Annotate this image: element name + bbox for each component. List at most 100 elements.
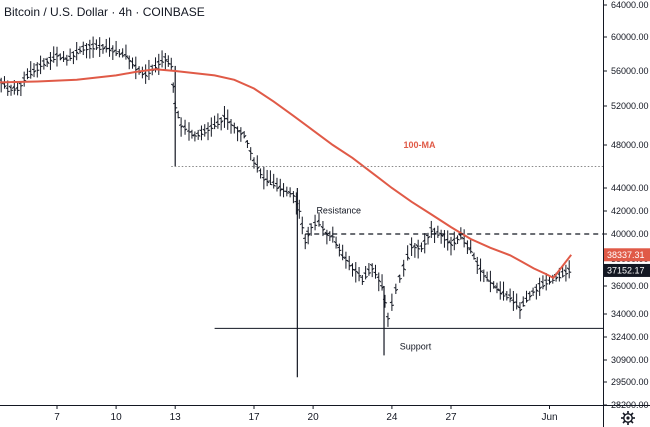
price-bar-close <box>129 60 132 62</box>
price-bar-open <box>397 274 401 278</box>
price-bar-open <box>178 124 182 126</box>
settings-gear-icon[interactable] <box>621 411 635 425</box>
price-bar-open <box>271 181 274 184</box>
price-bar-open <box>11 85 15 89</box>
price-bar-open <box>133 64 137 67</box>
price-bar-close <box>470 250 474 253</box>
price-bar-close <box>371 267 375 270</box>
price-bar-close <box>86 48 89 51</box>
price-bar-close <box>421 247 424 250</box>
price-bar-open <box>291 192 294 195</box>
price-bar-open <box>468 247 472 251</box>
price-bar-open <box>389 301 393 304</box>
price-bar-close <box>403 268 407 271</box>
price-bar-close <box>214 125 217 128</box>
price-area[interactable] <box>0 36 572 378</box>
price-bar-close <box>305 241 308 244</box>
price-bar-open <box>461 237 465 240</box>
price-bar-open <box>316 219 320 223</box>
ma-100-line[interactable] <box>0 68 572 280</box>
price-bar-close <box>519 308 523 312</box>
price-tick-label: 29500.00 <box>611 377 649 387</box>
price-bar-close <box>467 246 470 249</box>
price-bar-close <box>14 89 17 91</box>
price-bar-close <box>569 271 572 273</box>
price-axis[interactable]: 64000.00 60000.00 56000.00 52000.00 48000.00… <box>603 0 649 427</box>
price-bar-open <box>491 282 495 285</box>
price-bar-close <box>526 299 529 302</box>
price-bar-close <box>142 73 145 76</box>
price-bar-open <box>87 43 91 47</box>
price-bar-close <box>447 240 451 244</box>
time-tick-label: 10 <box>111 412 123 423</box>
price-bar-open <box>455 237 458 239</box>
price-bar-open <box>478 267 481 270</box>
price-bar-close <box>112 51 115 53</box>
price-bar-open <box>90 43 94 46</box>
price-bar-open <box>366 268 370 271</box>
price-bar-close <box>155 66 158 70</box>
price-bar-close <box>562 275 565 277</box>
price-bar-close <box>89 47 92 50</box>
price-bar-open <box>205 127 209 130</box>
price-tick-label: 64000.00 <box>611 0 649 10</box>
price-bar-close <box>115 52 119 55</box>
price-bar-open <box>238 129 242 132</box>
price-bar-close <box>565 272 569 275</box>
time-tick-label: 17 <box>248 412 260 423</box>
price-bar-close <box>509 297 513 300</box>
price-bar-open <box>337 246 340 249</box>
price-bar-close <box>368 272 372 274</box>
price-bar-close <box>326 234 330 237</box>
price-bar-open <box>225 117 229 120</box>
price-badges: 38337.31 37152.17 <box>604 248 650 277</box>
price-bar-open <box>373 271 376 274</box>
price-bar-open <box>110 47 114 50</box>
price-bar-open <box>255 163 258 166</box>
price-bar-close <box>483 274 487 277</box>
price-bar-close <box>50 59 53 62</box>
price-tick-label: 36000.00 <box>611 281 649 291</box>
price-bar-close <box>125 55 129 58</box>
ma-value-badge: 38337.31 <box>607 250 645 260</box>
price-bar-open <box>195 132 199 135</box>
price-bar-open <box>209 124 212 128</box>
price-bar-open <box>258 169 261 172</box>
ma-value-badge-bg <box>604 248 650 262</box>
price-bar-open <box>156 60 160 63</box>
price-bar-close <box>286 192 289 194</box>
price-bar-open <box>25 73 28 76</box>
time-axis[interactable]: 7 10 13 17 20 24 27 Jun <box>0 405 650 423</box>
price-bar-close <box>496 288 500 292</box>
chart-title: Bitcoin / U.S. Dollar · 4h · COINBASE <box>4 5 205 19</box>
price-bar-open <box>527 292 531 295</box>
price-bar-open <box>287 190 291 194</box>
price-bar-close <box>532 291 536 294</box>
price-bar-close <box>76 51 80 55</box>
time-tick-label: Jun <box>541 412 557 423</box>
price-bar-close <box>4 85 7 88</box>
price-bar-close <box>542 284 546 288</box>
price-tick-label: 42000.00 <box>611 206 649 216</box>
price-bar-open <box>38 63 41 66</box>
price-bar-close <box>549 280 552 284</box>
price-bar-open <box>100 44 104 47</box>
price-bar-close <box>220 120 224 123</box>
price-bar-open <box>451 238 455 242</box>
chart-annotation: 100-MA <box>403 140 436 150</box>
price-bar-close <box>106 47 109 50</box>
price-bar-close <box>342 256 345 259</box>
price-bar-open <box>540 280 544 284</box>
price-bar-close <box>43 63 47 67</box>
price-bar-open <box>94 43 97 46</box>
price-bar-open <box>560 270 563 273</box>
price-bar-close <box>250 152 253 155</box>
price-bar-close <box>184 128 188 131</box>
price-bar-close <box>355 270 358 273</box>
price-bar-open <box>299 222 303 226</box>
price-bar-close <box>411 246 414 249</box>
price-bar-open <box>71 51 74 54</box>
price-bar-close <box>480 270 483 273</box>
price-bar-open <box>320 225 324 229</box>
